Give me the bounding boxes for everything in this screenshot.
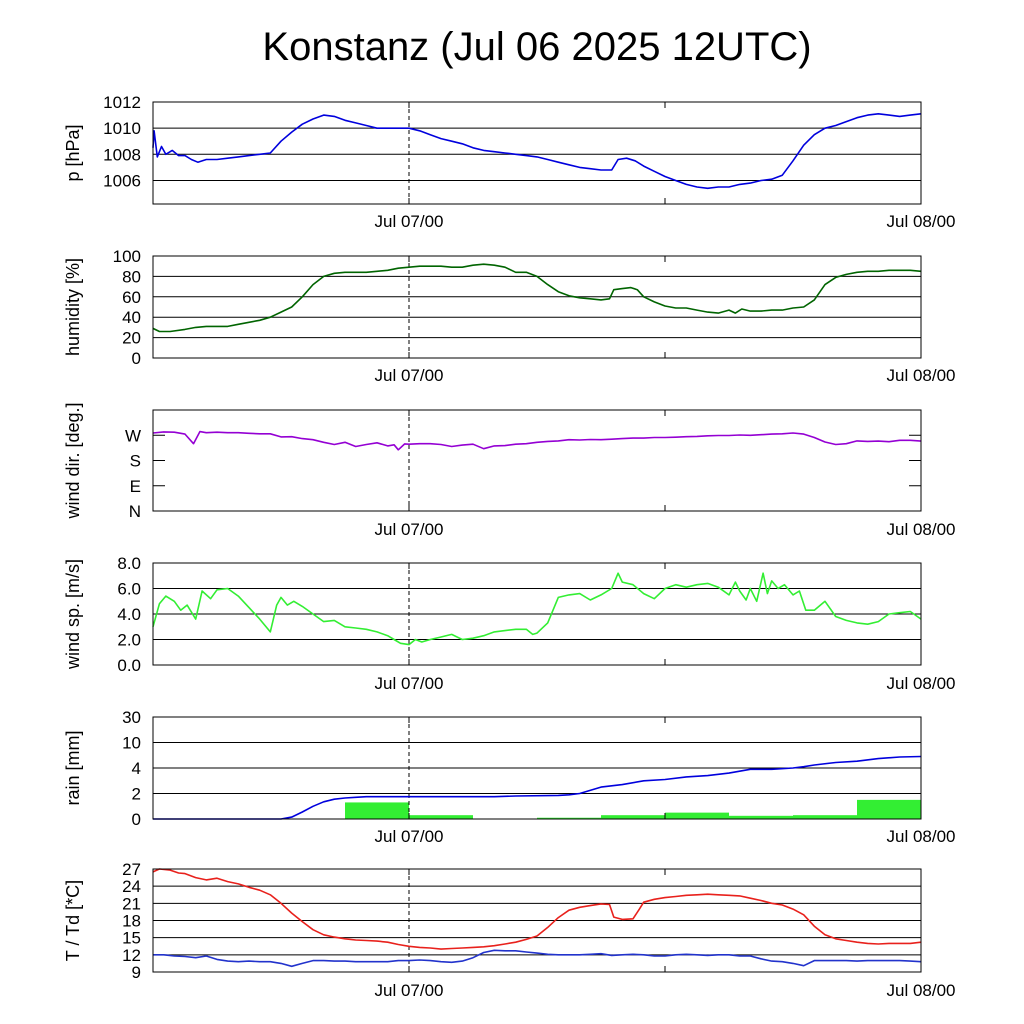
- series-line-Td: [153, 949, 922, 968]
- y-tick-label: E: [130, 477, 141, 496]
- y-tick-label: 2.0: [117, 631, 141, 650]
- y-tick-label: 1012: [103, 93, 141, 112]
- y-tick-label: 20: [122, 329, 141, 348]
- plot-frame: [152, 255, 922, 359]
- y-tick-label: 80: [122, 267, 141, 286]
- y-tick-label: 0: [132, 810, 141, 829]
- y-axis-label: rain [mm]: [63, 730, 83, 805]
- x-tick-label: Jul 08/00: [887, 520, 956, 539]
- series-line-humidity: [152, 263, 922, 333]
- x-tick-label: Jul 07/00: [375, 212, 444, 231]
- y-axis-label: T / Td [*C]: [63, 880, 83, 961]
- rain-bar: [729, 815, 793, 819]
- y-tick-label: 2: [132, 785, 141, 804]
- y-tick-label: 60: [122, 288, 141, 307]
- series-line-wind_dir: [152, 430, 922, 451]
- y-tick-label: 6.0: [117, 580, 141, 599]
- y-tick-label: W: [125, 426, 141, 445]
- x-tick-label: Jul 08/00: [887, 366, 956, 385]
- y-axis-label: p [hPa]: [63, 124, 83, 181]
- y-tick-label: 1010: [103, 119, 141, 138]
- y-tick-label: N: [129, 502, 141, 521]
- y-tick-label: 21: [122, 894, 141, 913]
- x-tick-label: Jul 07/00: [375, 674, 444, 693]
- y-tick-label: 9: [132, 963, 141, 982]
- plot-frame: [152, 101, 922, 205]
- x-tick-label: Jul 07/00: [375, 520, 444, 539]
- rain-bar: [665, 812, 729, 819]
- y-tick-label: 10: [122, 734, 141, 753]
- y-tick-label: 4: [132, 759, 141, 778]
- y-tick-label: 1008: [103, 145, 141, 164]
- x-tick-label: Jul 07/00: [375, 827, 444, 846]
- y-tick-label: 18: [122, 912, 141, 931]
- panel-pressure: 1006 1008 1010 1012 Jul 07/00 Jul 08/00 p [hPa…: [63, 93, 956, 231]
- plot-frame: [152, 562, 922, 666]
- rain-bar: [601, 815, 665, 819]
- rain-bar: [345, 802, 409, 819]
- y-tick-label: 15: [122, 929, 141, 948]
- y-tick-label: 30: [122, 708, 141, 727]
- rain-bar: [857, 799, 921, 819]
- chart-title: Konstanz (Jul 06 2025 12UTC): [262, 25, 811, 69]
- plot-frame: [152, 716, 922, 820]
- series-line-T: [152, 868, 922, 950]
- rain-bar: [409, 815, 473, 819]
- y-axis-label: wind sp. [m/s]: [63, 559, 83, 670]
- y-tick-label: 12: [122, 946, 141, 965]
- x-tick-label: Jul 08/00: [887, 827, 956, 846]
- panel-rain: 0 2 4 10 30 Jul 07/00 Jul 08/00 rain [mm]: [63, 708, 956, 846]
- series-line-accumulated: [153, 755, 922, 820]
- y-tick-label: 24: [122, 877, 141, 896]
- y-tick-label: S: [130, 452, 141, 471]
- y-tick-label: 1006: [103, 171, 141, 190]
- y-tick-label: 0.0: [117, 656, 141, 675]
- y-axis-label: wind dir. [deg.]: [63, 402, 83, 519]
- rain-bar: [793, 815, 857, 819]
- x-tick-label: Jul 08/00: [887, 674, 956, 693]
- x-tick-label: Jul 07/00: [375, 981, 444, 1000]
- y-tick-label: 8.0: [117, 554, 141, 573]
- y-tick-label: 40: [122, 308, 141, 327]
- panel-wind_speed: 0.0 2.0 4.0 6.0 8.0 Jul 07/00 Jul 08/00 wind sp…: [63, 554, 956, 693]
- y-tick-label: 4.0: [117, 605, 141, 624]
- rain-bar: [537, 817, 601, 819]
- x-tick-label: Jul 08/00: [887, 212, 956, 231]
- y-axis-label: humidity [%]: [63, 258, 83, 356]
- x-tick-label: Jul 08/00: [887, 981, 956, 1000]
- y-tick-label: 100: [113, 247, 141, 266]
- series-line-wind_speed: [152, 572, 922, 646]
- series-line-pressure: [152, 113, 922, 190]
- y-tick-label: 0: [132, 349, 141, 368]
- x-tick-label: Jul 07/00: [375, 366, 444, 385]
- plot-frame: [152, 868, 922, 973]
- plot-frame: [152, 409, 922, 512]
- y-tick-label: 27: [122, 860, 141, 879]
